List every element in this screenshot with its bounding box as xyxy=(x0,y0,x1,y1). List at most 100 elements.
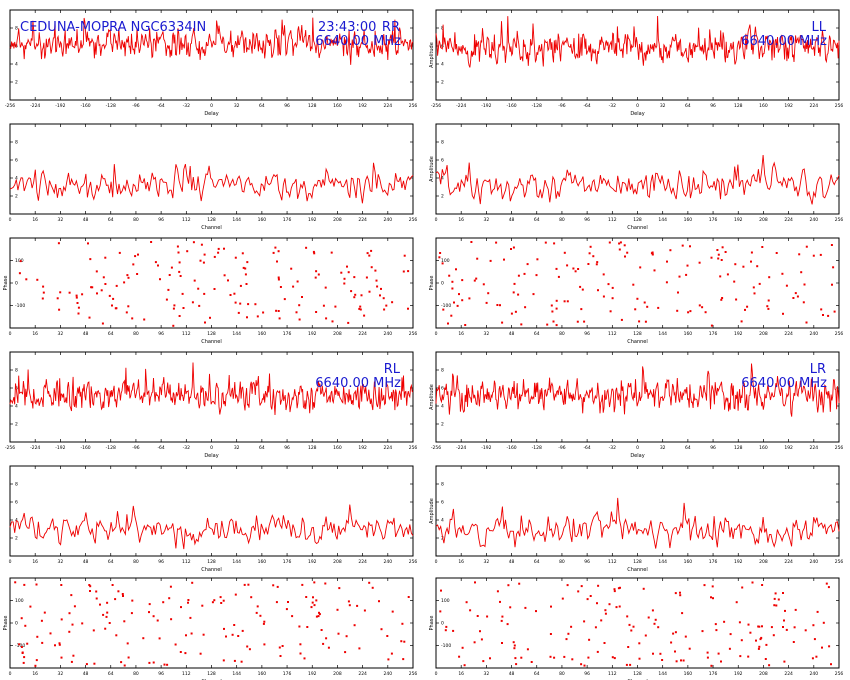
x-tick-label: 128 xyxy=(633,671,642,677)
x-axis-label: Delay xyxy=(630,111,644,117)
phase-point xyxy=(496,590,499,593)
phase-point xyxy=(535,274,538,277)
phase-point xyxy=(476,615,479,617)
phase-point xyxy=(758,282,761,285)
phase-point xyxy=(439,252,442,254)
phase-point xyxy=(256,605,259,608)
phase-point xyxy=(710,596,712,599)
x-tick-label: 256 xyxy=(835,217,844,223)
phase-point xyxy=(597,289,599,292)
phase-point xyxy=(201,604,204,607)
phase-point xyxy=(439,610,442,613)
rl-phase-frame xyxy=(9,577,414,669)
x-tick-label: 176 xyxy=(709,671,718,677)
phase-point xyxy=(619,241,622,244)
phase-point xyxy=(679,591,681,594)
phase-point xyxy=(551,310,554,313)
phase-point xyxy=(553,242,556,245)
phase-point xyxy=(518,582,521,585)
phase-point xyxy=(202,261,205,264)
phase-point xyxy=(650,252,653,255)
phase-point xyxy=(596,650,599,653)
x-tick-label: 208 xyxy=(333,559,342,565)
phase-point xyxy=(176,245,179,248)
x-tick-label: 160 xyxy=(333,103,342,109)
phase-point xyxy=(23,656,26,659)
phase-point xyxy=(272,584,275,587)
y-tick-label: 2 xyxy=(15,536,18,542)
x-tick-label: 240 xyxy=(810,217,819,223)
phase-point xyxy=(91,286,94,289)
x-tick-label: 256 xyxy=(835,331,844,337)
panel-group: -256 -224 -192 -160 -128 -96 -64 -32 0 32 64 96 128 1… xyxy=(3,9,844,680)
phase-point xyxy=(130,612,133,615)
x-tick-label: 224 xyxy=(358,671,367,677)
phase-point xyxy=(303,657,306,660)
phase-point xyxy=(535,610,537,613)
phase-point xyxy=(386,635,389,637)
phase-point xyxy=(189,616,192,619)
phase-point xyxy=(402,658,405,661)
phase-point xyxy=(159,278,161,281)
phase-point xyxy=(773,597,776,600)
phase-point xyxy=(363,314,366,317)
phase-point xyxy=(263,643,266,646)
phase-point xyxy=(213,255,216,258)
x-tick-label: -96 xyxy=(558,103,565,109)
y-tick-label: 8 xyxy=(15,368,18,374)
phase-point xyxy=(749,631,752,634)
x-tick-label: 32 xyxy=(58,671,64,677)
x-tick-label: -224 xyxy=(456,103,466,109)
phase-point xyxy=(499,600,501,603)
phase-point xyxy=(816,610,819,613)
x-tick-label: 208 xyxy=(759,559,768,565)
phase-point xyxy=(390,652,393,655)
phase-point xyxy=(313,252,316,255)
ll-phase-panel: 0 16 32 48 64 80 96 112 128 144 160 176 192 208 224 240… xyxy=(429,237,844,345)
rr-channel-series-line xyxy=(9,162,414,204)
x-tick-label: 224 xyxy=(358,217,367,223)
x-tick-label: 0 xyxy=(210,103,213,109)
x-tick-label: 112 xyxy=(608,671,617,677)
phase-point xyxy=(262,622,265,625)
phase-point xyxy=(669,249,672,252)
y-tick-label: 4 xyxy=(15,404,18,410)
phase-point xyxy=(450,314,453,317)
x-tick-label: -224 xyxy=(30,445,40,451)
x-tick-label: -256 xyxy=(5,445,15,451)
phase-point xyxy=(455,268,457,271)
ll-channel-frame xyxy=(435,123,840,215)
phase-point xyxy=(792,641,795,643)
phase-point xyxy=(234,593,237,596)
phase-point xyxy=(378,600,380,603)
phase-point xyxy=(318,613,321,616)
phase-point xyxy=(89,258,92,261)
phase-point xyxy=(29,605,32,608)
phase-point xyxy=(461,299,464,302)
phase-point xyxy=(148,603,151,606)
x-tick-label: 224 xyxy=(784,559,793,565)
phase-point xyxy=(148,611,150,614)
ll-channel-panel: 0 16 32 48 64 80 96 112 128 144 160 176 192 208 224 240… xyxy=(429,123,844,231)
x-tick-label: -160 xyxy=(80,445,90,451)
y-tick-label: 8 xyxy=(15,26,18,32)
phase-point xyxy=(623,244,626,247)
y-tick-label: 0 xyxy=(15,621,18,627)
phase-point xyxy=(510,248,512,250)
x-tick-label: -32 xyxy=(183,103,190,109)
lr-delay-freq-label: 6640.00 MHz xyxy=(741,376,827,391)
x-tick-label: 96 xyxy=(710,445,716,451)
x-tick-label: 160 xyxy=(333,445,342,451)
phase-point xyxy=(102,613,105,616)
phase-point xyxy=(825,582,828,585)
phase-point xyxy=(127,276,130,279)
phase-point xyxy=(380,628,383,631)
phase-point xyxy=(500,619,503,622)
phase-point xyxy=(217,247,220,250)
phase-point xyxy=(77,312,80,315)
phase-point xyxy=(781,272,784,275)
phase-point xyxy=(244,267,247,270)
phase-point xyxy=(104,627,107,630)
ll-delay-series-line xyxy=(435,15,840,68)
phase-point xyxy=(193,279,196,282)
